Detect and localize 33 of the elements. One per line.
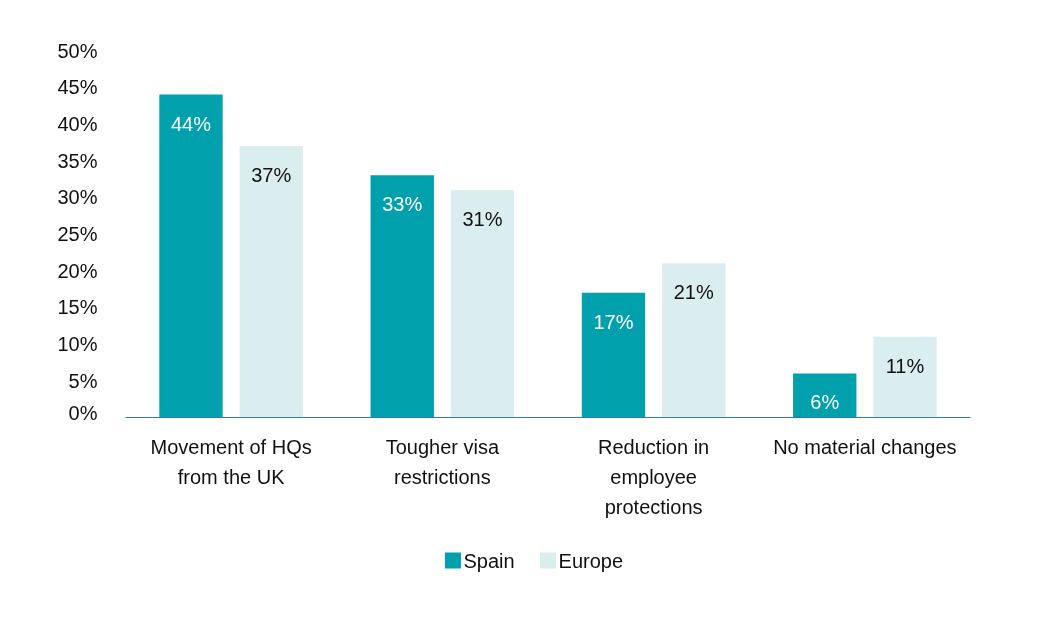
text: 37% xyxy=(251,163,292,186)
bar xyxy=(159,94,223,418)
y-tick-label: 15% xyxy=(57,296,98,319)
y-tick-label: 10% xyxy=(57,333,98,356)
y-tick-label: 30% xyxy=(57,186,98,209)
y-tick-label: 20% xyxy=(57,259,98,282)
x-tick-label: Movement of HQs from the UK xyxy=(150,435,312,488)
bar xyxy=(581,292,646,418)
bar xyxy=(370,175,434,418)
bar xyxy=(793,373,857,418)
text: 31% xyxy=(462,207,503,230)
legend-label: Spain xyxy=(463,549,515,572)
text: 6% xyxy=(810,391,840,414)
bar xyxy=(450,189,515,418)
text: 33% xyxy=(382,193,423,216)
bar xyxy=(873,336,937,418)
text: 21% xyxy=(673,281,714,304)
y-tick-label: 45% xyxy=(57,76,98,99)
text: 17% xyxy=(593,310,634,333)
x-tick-label: Reduction in employee protections xyxy=(598,435,710,518)
x-tick-label: No material changes xyxy=(773,435,957,458)
bar xyxy=(239,145,303,418)
y-tick-label: 35% xyxy=(57,149,98,172)
y-tick-label: 50% xyxy=(57,39,98,62)
y-tick-label: 40% xyxy=(57,112,98,135)
y-tick-label: 25% xyxy=(57,223,98,245)
bar xyxy=(662,263,726,418)
y-tick-label: 5% xyxy=(68,369,98,392)
legend-label: Europe xyxy=(558,549,624,572)
y-tick-label: 0% xyxy=(68,401,98,424)
text: 11% xyxy=(885,354,925,377)
x-tick-label: Tougher visa restrictions xyxy=(385,435,500,488)
text: 44% xyxy=(170,112,211,135)
